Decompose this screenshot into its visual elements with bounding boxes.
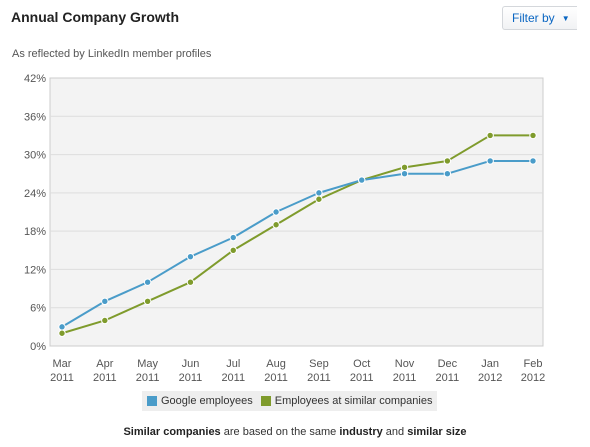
y-tick-label: 36% bbox=[24, 111, 46, 123]
legend-swatch-google bbox=[147, 396, 157, 406]
x-tick-label-year: 2011 bbox=[350, 372, 374, 384]
data-point-similar[interactable] bbox=[400, 163, 409, 172]
data-point-google[interactable] bbox=[58, 323, 66, 331]
x-tick-label-month: Mar bbox=[53, 358, 72, 370]
caret-down-icon: ▼ bbox=[561, 13, 570, 23]
data-point-google[interactable] bbox=[229, 233, 237, 242]
footer-similar-size: similar size bbox=[407, 426, 467, 438]
legend-label-similar: Employees at similar companies bbox=[274, 395, 433, 407]
data-point-google[interactable] bbox=[186, 252, 195, 261]
data-point-google[interactable] bbox=[400, 170, 409, 178]
y-tick-label: 12% bbox=[24, 264, 46, 276]
y-tick-label: 6% bbox=[30, 303, 46, 315]
x-tick-label-month: Feb bbox=[524, 358, 543, 370]
data-point-similar[interactable] bbox=[186, 278, 195, 286]
y-tick-label: 0% bbox=[30, 341, 46, 353]
x-tick-label-year: 2011 bbox=[179, 372, 203, 384]
y-tick-label: 24% bbox=[24, 188, 46, 200]
series-line-google bbox=[61, 159, 533, 328]
x-tick-label-year: 2011 bbox=[436, 372, 460, 384]
data-point-google[interactable] bbox=[358, 176, 366, 184]
x-tick-label-month: Dec bbox=[438, 358, 458, 370]
data-point-google[interactable] bbox=[486, 157, 494, 165]
data-point-google[interactable] bbox=[272, 208, 280, 216]
data-point-similar[interactable] bbox=[143, 297, 152, 306]
x-tick-label-month: Aug bbox=[266, 358, 286, 370]
footer-note: Similar companies are based on the same … bbox=[0, 426, 590, 438]
legend-item-google[interactable]: Google employees bbox=[147, 395, 253, 407]
data-point-google[interactable] bbox=[143, 278, 152, 286]
x-tick-label-month: Apr bbox=[96, 358, 113, 370]
footer-text-2: and bbox=[382, 426, 408, 438]
x-tick-label-year: 2012 bbox=[521, 372, 545, 384]
x-axis-ticks: Mar 2011 Apr 2011 May 2011 Jun 2011 Jul 2011 Aug 20… bbox=[50, 358, 545, 384]
series-lines bbox=[58, 131, 537, 337]
footer-text-1: are based on the same bbox=[220, 426, 340, 438]
x-tick-label-year: 2011 bbox=[307, 372, 331, 384]
data-point-google[interactable] bbox=[443, 170, 452, 178]
x-tick-label-month: Nov bbox=[395, 358, 415, 370]
filter-by-label: Filter by bbox=[512, 11, 555, 25]
x-tick-label-month: Sep bbox=[309, 358, 329, 370]
data-point-google[interactable] bbox=[315, 189, 323, 197]
data-point-similar[interactable] bbox=[272, 221, 280, 229]
data-point-similar[interactable] bbox=[58, 329, 66, 337]
x-tick-label-month: Jul bbox=[226, 358, 240, 370]
data-point-similar[interactable] bbox=[229, 246, 237, 254]
series-line-similar bbox=[61, 134, 533, 335]
data-point-similar[interactable] bbox=[315, 195, 323, 203]
x-tick-label-year: 2011 bbox=[221, 372, 245, 384]
y-axis-ticks: 0% 6% 12% 18% 24% 30% 36% 42% bbox=[24, 73, 46, 353]
x-tick-label-year: 2011 bbox=[264, 372, 288, 384]
x-tick-label-month: Jan bbox=[481, 358, 499, 370]
data-point-similar[interactable] bbox=[529, 131, 537, 140]
x-tick-label-year: 2011 bbox=[93, 372, 117, 384]
x-tick-label-month: Jun bbox=[182, 358, 200, 370]
data-point-similar[interactable] bbox=[443, 157, 452, 165]
x-tick-label-year: 2011 bbox=[50, 372, 74, 384]
footer-industry: industry bbox=[339, 426, 383, 438]
y-tick-label: 42% bbox=[24, 73, 46, 85]
x-tick-label-year: 2011 bbox=[393, 372, 417, 384]
legend-label-google: Google employees bbox=[161, 395, 253, 407]
footer-similar-companies: Similar companies bbox=[123, 426, 221, 438]
chart-legend: Google employees Employees at similar co… bbox=[142, 391, 438, 411]
data-point-google[interactable] bbox=[529, 157, 537, 165]
x-tick-label-year: 2011 bbox=[136, 372, 160, 384]
x-tick-label-month: May bbox=[137, 358, 158, 370]
legend-swatch-similar bbox=[260, 396, 271, 406]
x-tick-label-year: 2012 bbox=[478, 372, 502, 384]
filter-by-button[interactable]: Filter by ▼ bbox=[502, 6, 577, 30]
data-point-similar[interactable] bbox=[101, 316, 109, 325]
page-title: Annual Company Growth bbox=[11, 9, 179, 25]
chart-subtitle: As reflected by LinkedIn member profiles bbox=[12, 48, 212, 60]
y-tick-label: 30% bbox=[24, 150, 46, 162]
y-tick-label: 18% bbox=[24, 226, 46, 238]
data-point-google[interactable] bbox=[101, 297, 109, 306]
legend-item-similar[interactable]: Employees at similar companies bbox=[260, 395, 433, 407]
x-tick-label-month: Oct bbox=[353, 358, 370, 370]
data-point-similar[interactable] bbox=[486, 131, 494, 140]
